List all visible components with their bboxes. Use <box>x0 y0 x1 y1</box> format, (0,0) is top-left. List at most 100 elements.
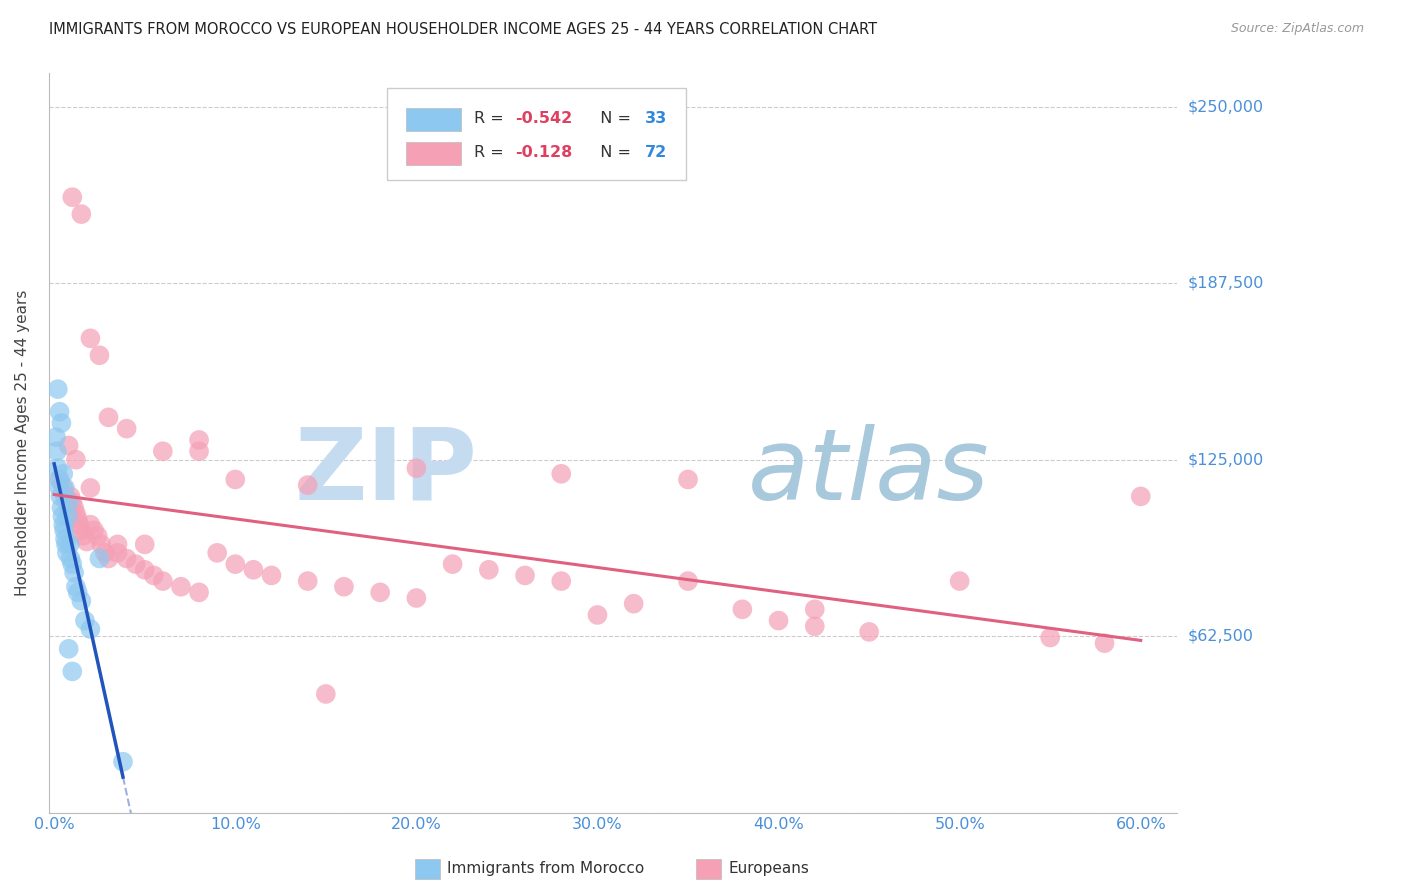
Point <box>405 591 427 605</box>
Point <box>804 602 827 616</box>
Point <box>58 439 80 453</box>
Point <box>60 557 83 571</box>
Point <box>79 622 101 636</box>
Point <box>676 574 699 588</box>
FancyBboxPatch shape <box>387 87 686 180</box>
Text: Europeans: Europeans <box>728 862 810 876</box>
Point <box>70 523 93 537</box>
Text: -0.542: -0.542 <box>515 111 572 126</box>
Point <box>124 557 146 571</box>
Point <box>65 452 87 467</box>
Text: $62,500: $62,500 <box>1188 629 1254 644</box>
Text: $125,000: $125,000 <box>1188 452 1264 467</box>
Point <box>107 537 129 551</box>
Point <box>297 478 319 492</box>
Point <box>65 506 87 520</box>
Point <box>79 517 101 532</box>
Point <box>72 529 94 543</box>
Point <box>188 444 211 458</box>
Point <box>56 495 79 509</box>
Point <box>76 534 98 549</box>
Point <box>60 495 83 509</box>
Point <box>55 537 77 551</box>
Point <box>731 602 754 616</box>
Point <box>224 557 246 571</box>
Text: ZIP: ZIP <box>295 424 478 521</box>
Point <box>59 489 82 503</box>
Point <box>79 331 101 345</box>
Point <box>52 467 75 481</box>
Point <box>86 529 108 543</box>
Point <box>768 614 790 628</box>
Point <box>63 566 86 580</box>
Point <box>58 500 80 515</box>
Point <box>111 755 134 769</box>
Point <box>58 495 80 509</box>
Point <box>152 574 174 588</box>
Point <box>60 190 83 204</box>
Text: 72: 72 <box>644 145 666 160</box>
Point <box>1039 631 1062 645</box>
Point <box>333 580 356 594</box>
Text: IMMIGRANTS FROM MOROCCO VS EUROPEAN HOUSEHOLDER INCOME AGES 25 - 44 YEARS CORREL: IMMIGRANTS FROM MOROCCO VS EUROPEAN HOUS… <box>49 22 877 37</box>
Point <box>51 416 73 430</box>
Point <box>1094 636 1116 650</box>
Point <box>115 551 138 566</box>
Point <box>205 546 228 560</box>
Text: Immigrants from Morocco: Immigrants from Morocco <box>447 862 644 876</box>
Point <box>804 619 827 633</box>
Text: -0.128: -0.128 <box>515 145 572 160</box>
Point <box>60 665 83 679</box>
Point <box>1129 489 1152 503</box>
Point <box>89 551 111 566</box>
Point <box>65 580 87 594</box>
Text: 33: 33 <box>644 111 666 126</box>
Point <box>53 481 76 495</box>
Point <box>134 537 156 551</box>
Point <box>58 537 80 551</box>
Point <box>66 512 89 526</box>
Point <box>48 481 70 495</box>
Point <box>58 641 80 656</box>
Point <box>48 405 70 419</box>
Point <box>315 687 337 701</box>
Point <box>224 473 246 487</box>
Point <box>56 546 79 560</box>
Point <box>623 597 645 611</box>
Point <box>63 500 86 515</box>
Point <box>56 509 79 524</box>
Point <box>49 489 72 503</box>
Point <box>53 532 76 546</box>
Point <box>170 580 193 594</box>
Point <box>66 585 89 599</box>
Point <box>90 537 112 551</box>
Point <box>89 348 111 362</box>
Point <box>134 563 156 577</box>
Point <box>83 523 105 537</box>
Point <box>550 467 572 481</box>
Point <box>405 461 427 475</box>
Point <box>52 481 75 495</box>
Point <box>550 574 572 588</box>
Text: atlas: atlas <box>748 424 990 521</box>
Point <box>46 382 69 396</box>
Point <box>152 444 174 458</box>
Point <box>53 523 76 537</box>
Point <box>368 585 391 599</box>
Point <box>69 517 91 532</box>
Text: N =: N = <box>591 145 637 160</box>
Point <box>188 585 211 599</box>
Text: R =: R = <box>474 111 509 126</box>
FancyBboxPatch shape <box>406 109 461 131</box>
Point <box>45 430 67 444</box>
Text: N =: N = <box>591 111 637 126</box>
Point <box>73 614 96 628</box>
Point <box>97 410 120 425</box>
Point <box>142 568 165 582</box>
Text: $250,000: $250,000 <box>1188 99 1264 114</box>
Point <box>115 422 138 436</box>
Point <box>676 473 699 487</box>
Text: Source: ZipAtlas.com: Source: ZipAtlas.com <box>1230 22 1364 36</box>
Point <box>513 568 536 582</box>
Point <box>949 574 972 588</box>
